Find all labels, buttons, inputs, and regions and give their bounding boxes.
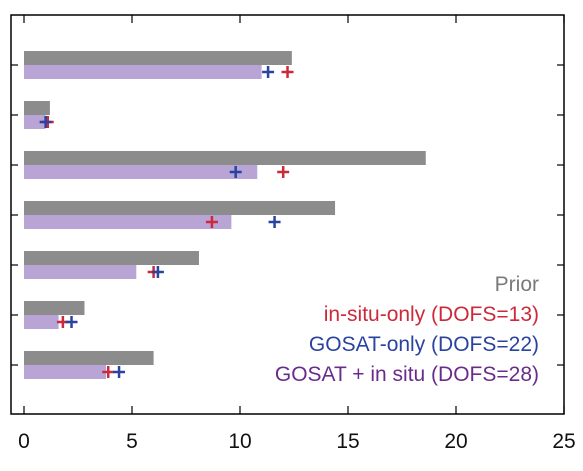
bar-series1-row3 bbox=[24, 215, 232, 229]
x-tick-label-5: 25 bbox=[552, 430, 575, 453]
markers-layer bbox=[39, 66, 294, 378]
marker-series1-row6 bbox=[113, 366, 126, 378]
bar-series1-row0 bbox=[24, 65, 262, 79]
marker-series0-row2 bbox=[277, 166, 290, 178]
marker-series1-row0 bbox=[262, 66, 275, 78]
bar-series1-row1 bbox=[24, 115, 46, 129]
x-tick-label-3: 15 bbox=[336, 430, 359, 453]
bar-series1-row5 bbox=[24, 315, 59, 329]
marker-series1-row2 bbox=[229, 166, 242, 178]
marker-series0-row3 bbox=[205, 216, 218, 228]
x-tick-label-0: 0 bbox=[18, 430, 30, 453]
bar-series0-row1 bbox=[24, 101, 50, 115]
legend-entry-3: GOSAT + in situ (DOFS=28) bbox=[275, 363, 539, 386]
x-tick-label-1: 5 bbox=[126, 430, 138, 453]
bars-layer bbox=[24, 51, 426, 379]
bar-series0-row5 bbox=[24, 301, 85, 315]
x-tick-label-2: 10 bbox=[228, 430, 251, 453]
marker-series1-row5 bbox=[65, 316, 78, 328]
y-ticks bbox=[11, 64, 564, 366]
marker-series1-row1 bbox=[39, 116, 52, 128]
legend-entry-2: GOSAT-only (DOFS=22) bbox=[309, 333, 539, 356]
x-tick-label-4: 20 bbox=[444, 430, 467, 453]
marker-series0-row0 bbox=[281, 66, 294, 78]
marker-series0-row6 bbox=[102, 366, 115, 378]
marker-series1-row3 bbox=[268, 216, 281, 228]
bar-series1-row4 bbox=[24, 265, 137, 279]
bar-series0-row6 bbox=[24, 351, 154, 365]
legend: Prior in-situ-only (DOFS=13) GOSAT-only (D… bbox=[275, 273, 539, 386]
legend-entry-1: in-situ-only (DOFS=13) bbox=[324, 303, 539, 326]
bar-series0-row4 bbox=[24, 251, 199, 265]
x-axis: 0 5 10 15 20 25 bbox=[18, 15, 576, 453]
marker-series1-row4 bbox=[151, 266, 164, 278]
bar-series1-row6 bbox=[24, 365, 107, 379]
bar-series0-row2 bbox=[24, 151, 426, 165]
legend-entry-0: Prior bbox=[495, 273, 539, 296]
bar-series0-row0 bbox=[24, 51, 292, 65]
bar-series1-row2 bbox=[24, 165, 258, 179]
bar-series0-row3 bbox=[24, 201, 336, 215]
